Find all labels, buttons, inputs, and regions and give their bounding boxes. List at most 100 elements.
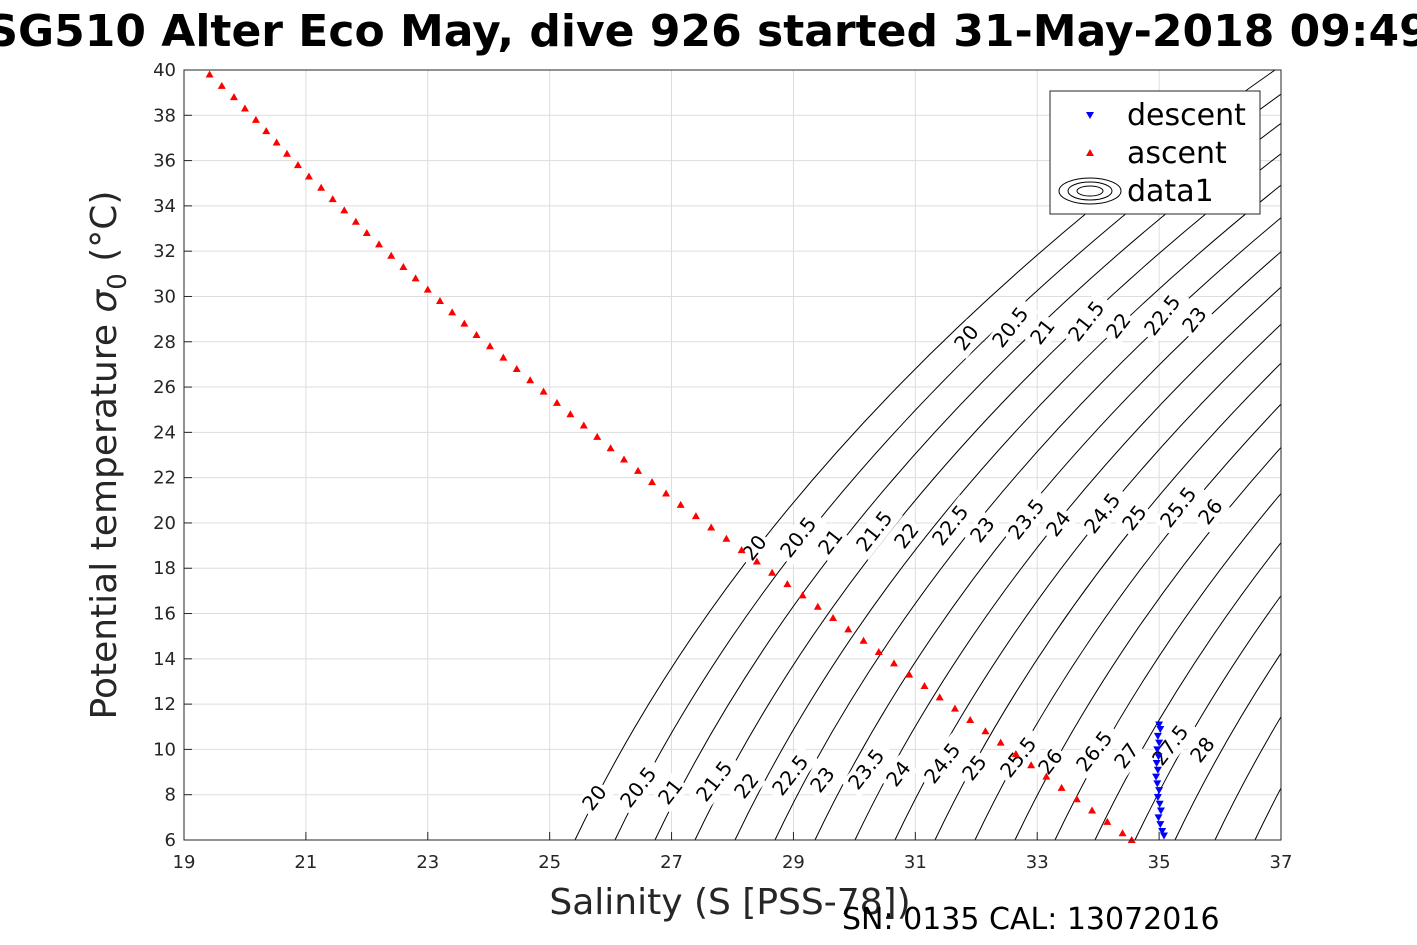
- ascent-point: [935, 693, 944, 701]
- y-tick-label: 22: [153, 468, 176, 489]
- ascent-point: [251, 115, 260, 123]
- density-contour: [1094, 541, 1281, 840]
- ascent-point: [920, 682, 929, 689]
- x-tick-label: 21: [294, 852, 317, 873]
- ascent-point: [1057, 783, 1066, 791]
- ascent-point: [950, 704, 959, 712]
- contour-label-bg: [963, 510, 1002, 551]
- y-axis-label-main: Potential temperature: [84, 313, 125, 720]
- legend: descent ascent data1: [1049, 90, 1261, 215]
- ascent-point: [691, 512, 700, 520]
- contour-label-bg: [841, 738, 895, 798]
- density-contour: [734, 184, 1281, 840]
- contour-label-bg: [1191, 492, 1230, 533]
- ascent-point: [304, 172, 313, 180]
- ascent-point: [375, 240, 384, 248]
- ascent-point: [328, 195, 337, 203]
- ascent-point: [768, 568, 777, 576]
- ascent-point: [293, 161, 302, 169]
- ascent-point: [435, 297, 444, 304]
- footer-serial-calibration: SN: 0135 CAL: 13072016: [842, 902, 1220, 937]
- y-tick-label: 30: [153, 286, 176, 307]
- contour-label-bg: [727, 766, 766, 807]
- density-contour: [1295, 70, 1417, 840]
- y-tick-label: 40: [153, 60, 176, 81]
- y-tick-label: 32: [153, 241, 176, 262]
- ascent-point: [512, 364, 521, 372]
- density-contour: [814, 251, 1281, 840]
- descent-point: [1156, 821, 1165, 829]
- density-contour: [774, 217, 1281, 840]
- ascent-point: [340, 206, 349, 214]
- density-contour: [1054, 492, 1281, 840]
- contour-label-bg: [1039, 504, 1078, 545]
- density-contour: [974, 403, 1281, 840]
- y-tick-label: 24: [153, 422, 176, 443]
- ascent-point: [217, 81, 226, 89]
- descent-point: [1159, 832, 1168, 840]
- y-axis-label-subscript: 0: [103, 273, 133, 290]
- x-tick-label: 27: [660, 852, 683, 873]
- ascent-point: [722, 534, 731, 542]
- ascent-point: [399, 263, 408, 271]
- y-tick-label: 16: [153, 604, 176, 625]
- x-tick-label: 25: [538, 852, 561, 873]
- ascent-point: [829, 614, 838, 622]
- y-axis-label-sigma: σ: [84, 289, 125, 313]
- x-tick-label: 37: [1270, 852, 1293, 873]
- ascent-point: [676, 500, 685, 508]
- x-axis-label: Salinity (S [PSS-78]): [549, 882, 910, 923]
- legend-ascent-label: ascent: [1127, 136, 1227, 171]
- descent-series: [1152, 721, 1168, 840]
- contour-label-bg: [1001, 488, 1055, 548]
- y-tick-label: 34: [153, 196, 176, 217]
- contour-label-bg: [1107, 736, 1146, 777]
- contour-label-bg: [773, 506, 827, 566]
- density-contour: [894, 323, 1281, 840]
- contour-label-bg: [947, 318, 986, 359]
- descent-point: [1158, 827, 1167, 835]
- descent-point: [1152, 760, 1161, 767]
- ascent-point: [662, 489, 671, 497]
- density-contour: [1174, 652, 1281, 840]
- ascent-point: [890, 659, 899, 667]
- descent-point: [1153, 793, 1162, 801]
- descent-point: [1154, 814, 1163, 822]
- ascent-point: [485, 342, 494, 350]
- plot-frame: [183, 69, 1282, 841]
- ascent-point: [737, 546, 746, 554]
- legend-ascent-marker: [1086, 149, 1094, 156]
- ascent-point: [387, 251, 396, 259]
- descent-point: [1155, 787, 1164, 795]
- density-contour: [1134, 594, 1281, 840]
- contour-label-bg: [985, 296, 1039, 356]
- contour-label-bg: [765, 744, 819, 804]
- ascent-point: [317, 183, 326, 191]
- legend-contour-icon: [1058, 177, 1122, 205]
- descent-point: [1156, 807, 1165, 815]
- y-tick-label: 38: [153, 105, 176, 126]
- contour-label-bg: [993, 726, 1047, 786]
- x-tick-label: 29: [782, 852, 805, 873]
- density-contour: [1335, 70, 1417, 840]
- y-tick-label: 18: [153, 558, 176, 579]
- ascent-point: [205, 70, 214, 78]
- contour-label-bg: [1031, 742, 1070, 783]
- contour-label-bg: [1061, 290, 1115, 350]
- legend-descent-label: descent: [1127, 98, 1246, 133]
- contour-label-bg: [925, 494, 979, 554]
- ascent-point: [996, 738, 1005, 746]
- ascent-point: [282, 149, 291, 157]
- contour-label: 22.5: [765, 744, 819, 804]
- ascent-point: [813, 602, 822, 610]
- x-tick-label: 19: [173, 852, 196, 873]
- ascent-point: [981, 727, 990, 735]
- y-tick-label: 8: [165, 785, 176, 806]
- ascent-point: [874, 648, 883, 656]
- ascent-point: [362, 229, 371, 237]
- descent-point: [1155, 800, 1164, 808]
- density-contour: [854, 286, 1281, 840]
- ascent-point: [1042, 772, 1051, 780]
